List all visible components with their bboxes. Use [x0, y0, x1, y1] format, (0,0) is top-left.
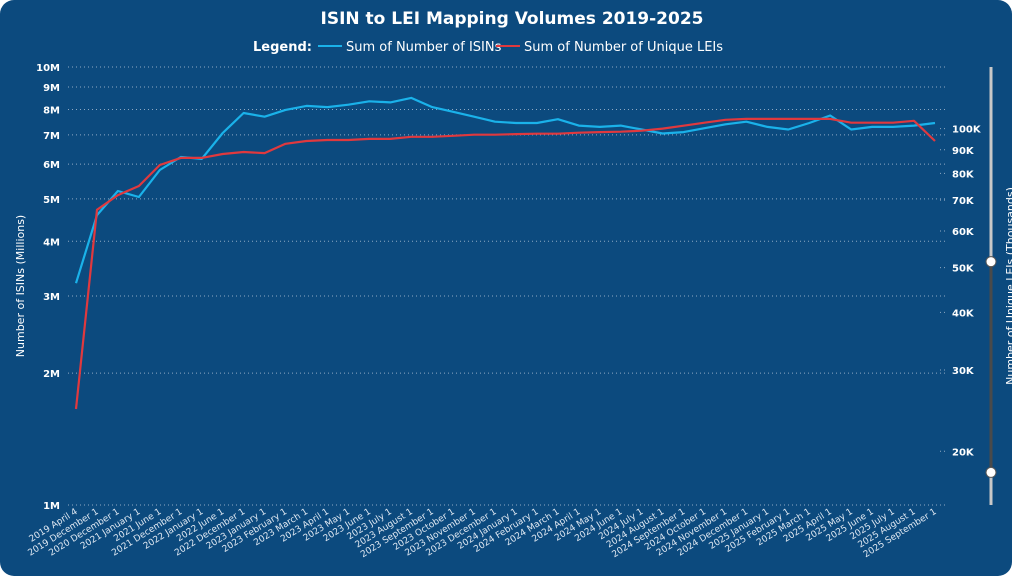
y-right-tick-label: 100K: [952, 125, 982, 136]
y-right-tick-label: 20K: [952, 447, 975, 458]
legend-item-leis[interactable]: Sum of Number of Unique LEIs: [524, 40, 723, 55]
y-left-tick-label: 2M: [43, 369, 60, 380]
y-left-tick-label: 5M: [43, 195, 60, 206]
slider-handle-high[interactable]: [986, 257, 996, 267]
y-left-tick-label: 9M: [43, 83, 60, 94]
y-left-tick-label: 6M: [43, 160, 60, 171]
y-right-tick-label: 30K: [952, 366, 975, 377]
y-right-tick-label: 40K: [952, 308, 975, 319]
y-right-tick-label: 50K: [952, 264, 975, 275]
y-left-tick-label: 3M: [43, 292, 60, 303]
y-right-tick-label: 60K: [952, 227, 975, 238]
y-right-tick-label: 70K: [952, 196, 975, 207]
slider-handle-low[interactable]: [986, 467, 996, 477]
y-left-axis-title: Number of ISINs (Millions): [14, 215, 27, 357]
y-left-tick-label: 10M: [36, 63, 60, 74]
y-right-tick-label: 90K: [952, 146, 975, 157]
y-left-tick-label: 8M: [43, 105, 60, 116]
y-right-axis-title: Number of Unique LEIs (Thousands): [1004, 187, 1017, 385]
chart-panel: [0, 0, 1012, 576]
y-left-tick-label: 1M: [43, 501, 60, 512]
legend-item-isins[interactable]: Sum of Number of ISINs: [346, 40, 502, 55]
chart-title: ISIN to LEI Mapping Volumes 2019-2025: [321, 9, 704, 29]
y-right-tick-label: 80K: [952, 169, 975, 180]
y-left-tick-label: 4M: [43, 237, 60, 248]
legend-label: Legend:: [253, 40, 312, 55]
y-left-tick-label: 7M: [43, 131, 60, 142]
